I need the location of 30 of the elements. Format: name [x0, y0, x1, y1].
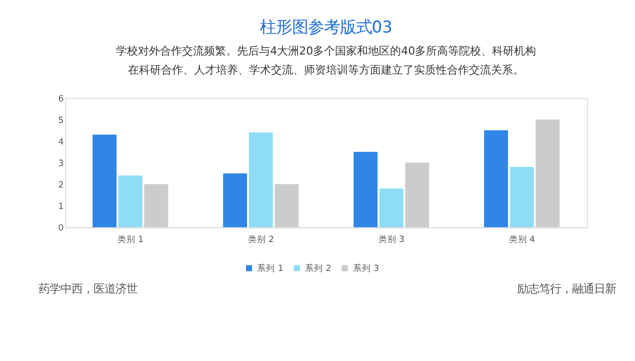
y-tick-label: 6: [58, 94, 64, 104]
y-tick-label: 1: [58, 202, 64, 212]
text: 药学中西，医道济世: [38, 281, 138, 296]
x-tick-label: 类别 2: [248, 234, 274, 246]
bar: [510, 166, 534, 228]
bar: [118, 176, 142, 228]
bar: [405, 162, 430, 228]
bar: [248, 132, 273, 228]
chart-subtitle: 学校对外合作交流频繁。先后与4大洲20多个国家和地区的40多所高等院校、科研机构在科研合作、人才培养、学术交流、师资培训等方面建立了实质性合作交流关系。: [116, 44, 536, 77]
bar: [92, 134, 117, 228]
legend-label: 系列 3: [352, 263, 380, 274]
bar: [354, 152, 378, 228]
legend-label: 系列 2: [305, 263, 332, 274]
y-tick-label: 3: [58, 158, 64, 169]
x-tick-label: 类别 1: [117, 234, 144, 246]
bar: [223, 173, 248, 228]
chart-title: 柱形图参考版式03: [260, 17, 392, 36]
legend-label: 系列 1: [257, 263, 284, 274]
x-tick-label: 类别 4: [508, 234, 535, 246]
y-tick-label: 0: [58, 224, 64, 234]
bar: [379, 188, 404, 228]
bar: [536, 120, 560, 228]
y-tick-label: 2: [58, 180, 64, 191]
y-tick-label: 5: [58, 116, 64, 126]
x-tick-label: 类别 3: [378, 234, 404, 246]
bar: [274, 184, 299, 228]
bar: [144, 184, 168, 228]
text: 励志笃行，融通日新: [516, 281, 616, 296]
y-tick-label: 4: [58, 137, 64, 148]
bar: [484, 130, 508, 228]
